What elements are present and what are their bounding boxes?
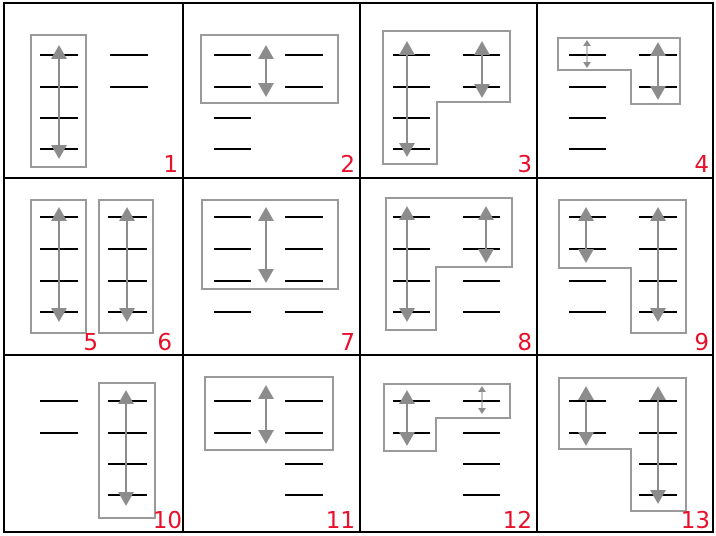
group-outline	[200, 34, 339, 104]
group-outline	[558, 199, 687, 334]
group-outline	[98, 199, 154, 334]
panel-13: 13	[558, 377, 710, 534]
panel-12: 12	[383, 383, 532, 534]
arrow-head-down	[51, 145, 67, 159]
panel-7: 7	[201, 199, 355, 356]
panel-1: 1	[30, 34, 178, 178]
arrow-head-down	[578, 249, 594, 263]
group-outline	[558, 377, 687, 512]
panel-10: 10	[40, 382, 182, 534]
arrow-head-down	[258, 83, 274, 97]
panel-number-label: 3	[517, 152, 532, 178]
group-outline	[204, 376, 334, 451]
group-outline	[385, 197, 513, 331]
arrow-head-down	[118, 492, 134, 506]
panel-number-label: 4	[694, 152, 709, 178]
panel-number-label: 12	[503, 508, 532, 534]
group-outline	[98, 382, 156, 519]
arrow-head-up	[399, 206, 415, 220]
group-outline	[30, 34, 87, 168]
arrow-head-up	[478, 386, 486, 392]
arrow-head-up	[51, 207, 67, 221]
arrow-head-down	[650, 308, 666, 322]
group-outline	[30, 199, 87, 334]
panel-number-label: 7	[340, 330, 355, 356]
arrow-head-up	[478, 206, 494, 220]
arrow-head-down	[478, 249, 494, 263]
panel-number-label: 2	[340, 152, 355, 178]
panel-number-label: 8	[517, 330, 532, 356]
arrow-head-up	[583, 40, 591, 46]
arrow-head-down	[399, 432, 415, 446]
group-outline	[557, 37, 681, 105]
arrow-head-up	[119, 207, 135, 221]
arrow-head-down	[399, 308, 415, 322]
panel-number-label: 5	[83, 330, 98, 356]
panel-4: 4	[557, 37, 709, 178]
arrow-head-up	[51, 45, 67, 59]
group-outline	[383, 383, 511, 452]
arrow-head-down	[474, 84, 490, 98]
panel-3: 3	[382, 30, 532, 178]
panel-number-label: 10	[153, 508, 182, 534]
arrow-head-down	[399, 143, 415, 157]
arrow-head-down	[650, 86, 666, 100]
arrow-head-up	[650, 42, 666, 56]
arrow-head-up	[118, 390, 134, 404]
panel-2: 2	[200, 34, 355, 178]
panel-number-label: 6	[157, 330, 172, 356]
arrow-head-up	[474, 41, 490, 55]
arrow-head-up	[258, 45, 274, 59]
panel-number-label: 1	[163, 152, 178, 178]
panel-number-label: 9	[694, 330, 709, 356]
panel-number-label: 13	[681, 508, 710, 534]
arrow-head-down	[583, 62, 591, 68]
panel-11: 11	[204, 376, 355, 534]
arrow-head-up	[578, 386, 594, 400]
panel-9: 9	[558, 199, 709, 356]
panel-8: 8	[385, 197, 532, 356]
arrow-head-up	[399, 390, 415, 404]
group-outline	[382, 30, 511, 165]
arrow-head-down	[578, 432, 594, 446]
arrow-head-down	[650, 490, 666, 504]
arrow-head-down	[258, 269, 274, 283]
group-outline	[201, 199, 339, 290]
arrow-head-up	[650, 207, 666, 221]
arrow-head-down	[258, 430, 274, 444]
arrow-head-down	[478, 408, 486, 414]
grid-border	[3, 2, 714, 533]
arrow-head-up	[399, 41, 415, 55]
arrow-head-down	[119, 308, 135, 322]
arrow-head-down	[51, 308, 67, 322]
panel-number-label: 11	[326, 508, 355, 534]
arrow-head-up	[258, 207, 274, 221]
arrow-head-up	[258, 385, 274, 399]
arrow-head-up	[650, 386, 666, 400]
arrow-head-up	[578, 207, 594, 221]
